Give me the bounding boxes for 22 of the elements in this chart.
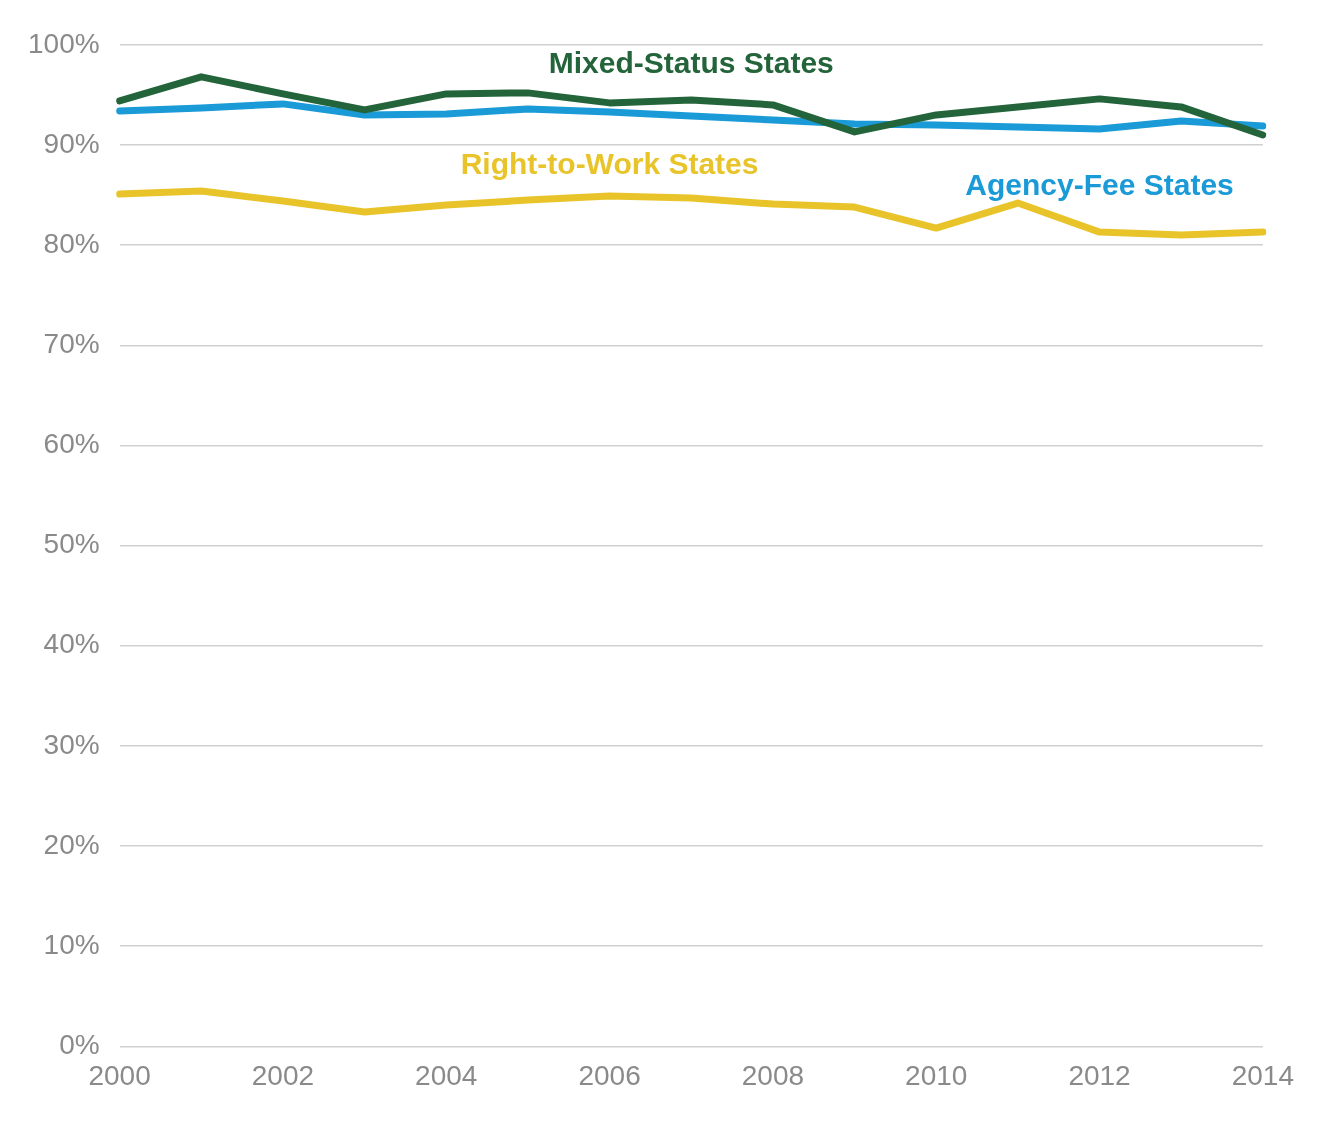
y-tick-label: 100% xyxy=(27,27,100,59)
x-tick-label: 2008 xyxy=(741,1059,805,1091)
series-label: Mixed-Status States xyxy=(548,46,834,80)
y-tick-label: 0% xyxy=(59,1029,100,1061)
y-tick-label: 50% xyxy=(43,528,100,560)
x-tick-label: 2000 xyxy=(88,1059,151,1091)
y-tick-label: 90% xyxy=(43,127,100,159)
x-tick-label: 2012 xyxy=(1068,1059,1131,1091)
x-tick-label: 2014 xyxy=(1231,1059,1294,1091)
series-label: Right-to-Work States xyxy=(460,147,759,181)
y-tick-label: 60% xyxy=(43,428,100,460)
y-tick-label: 40% xyxy=(43,628,100,660)
x-tick-label: 2004 xyxy=(415,1059,478,1091)
y-tick-label: 70% xyxy=(43,328,100,359)
x-tick-label: 2002 xyxy=(251,1059,315,1091)
x-tick-label: 2010 xyxy=(905,1059,968,1091)
y-tick-label: 20% xyxy=(43,828,100,860)
y-tick-label: 30% xyxy=(43,728,100,760)
series-label: Agency-Fee States xyxy=(965,168,1234,202)
y-tick-label: 10% xyxy=(43,928,100,960)
y-tick-label: 80% xyxy=(43,227,100,259)
x-tick-label: 2006 xyxy=(578,1059,641,1091)
